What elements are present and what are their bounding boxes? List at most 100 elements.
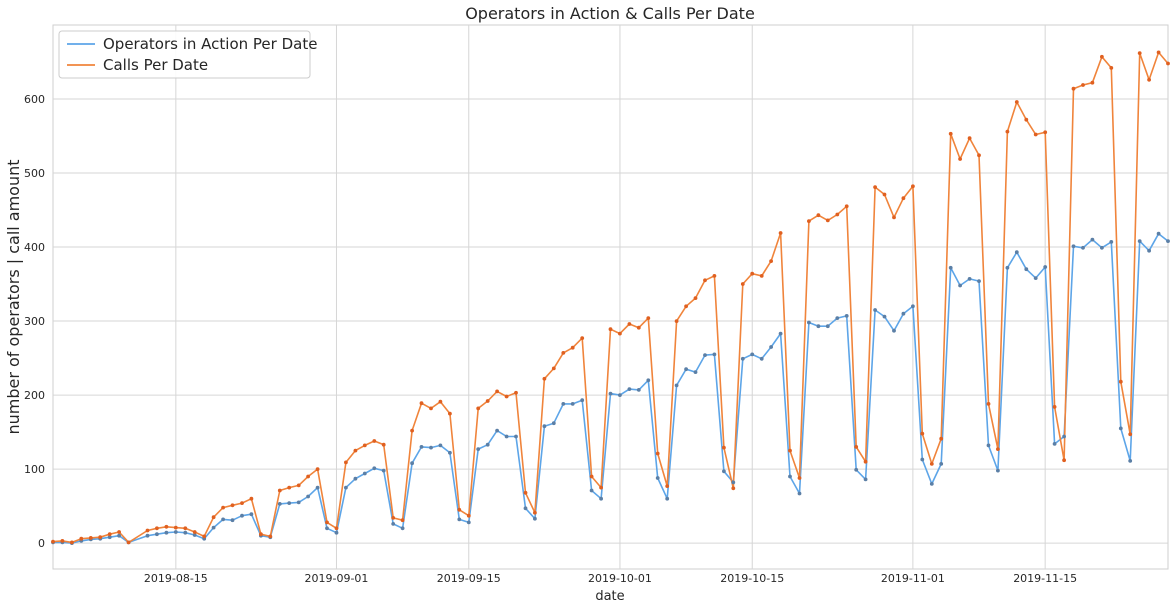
series-line-2 [52, 51, 1169, 544]
data-point-1 [712, 352, 717, 357]
data-point-2 [277, 488, 282, 493]
data-point-1 [788, 474, 792, 479]
data-point-1 [249, 512, 254, 517]
data-point-2 [599, 485, 603, 490]
data-point-2 [249, 496, 254, 501]
data-point-1 [769, 345, 773, 349]
data-point-1 [173, 530, 178, 534]
x-tick-label: 2019-09-15 [437, 572, 501, 585]
data-point-1 [561, 402, 566, 406]
data-point-1 [306, 494, 310, 499]
data-point-2 [1100, 54, 1104, 59]
data-point-2 [344, 460, 348, 465]
data-point-1 [1166, 239, 1170, 244]
data-point-1 [315, 485, 320, 490]
data-point-2 [107, 532, 112, 537]
data-point-1 [438, 443, 443, 448]
data-point-1 [939, 462, 944, 466]
data-point-2 [183, 526, 188, 531]
data-point-1 [599, 496, 603, 501]
y-tick-label: 200 [24, 389, 45, 402]
data-point-2 [334, 526, 339, 531]
data-point-2 [230, 503, 235, 508]
data-point-2 [296, 483, 301, 488]
data-point-1 [759, 356, 764, 361]
legend: Operators in Action Per Date Calls Per Da… [58, 30, 317, 79]
data-point-2 [533, 510, 537, 515]
data-point-2 [1062, 458, 1066, 463]
data-point-2 [60, 539, 65, 543]
data-point-2 [523, 490, 528, 495]
data-point-1 [107, 535, 112, 540]
data-point-1 [655, 476, 660, 480]
data-point-1 [863, 477, 868, 482]
data-point-1 [1147, 248, 1151, 253]
data-point-2 [372, 439, 377, 443]
data-point-2 [854, 445, 859, 449]
data-point-1 [580, 398, 585, 403]
data-point-2 [627, 322, 632, 326]
data-point-2 [79, 536, 84, 541]
data-point-1 [854, 467, 859, 472]
data-point-2 [929, 462, 934, 466]
data-point-2 [504, 394, 509, 399]
data-point-1 [618, 393, 622, 397]
data-point-2 [608, 327, 613, 332]
data-point-1 [1090, 237, 1095, 242]
data-point-2 [882, 192, 887, 197]
data-point-2 [1166, 61, 1170, 66]
data-point-2 [674, 319, 679, 323]
data-point-2 [580, 336, 585, 340]
data-point-1 [466, 520, 471, 525]
data-point-2 [911, 184, 915, 189]
data-point-2 [155, 526, 159, 531]
data-point-2 [825, 218, 830, 223]
data-point-2 [1071, 86, 1076, 91]
data-point-1 [1024, 267, 1029, 272]
data-point-2 [476, 406, 481, 411]
data-point-2 [353, 448, 358, 453]
x-tick-label: 2019-11-15 [1013, 572, 1077, 585]
data-point-1 [1062, 434, 1066, 439]
data-point-2 [561, 351, 566, 355]
plot-area [52, 24, 1169, 570]
data-point-1 [457, 517, 462, 522]
data-point-2 [967, 136, 972, 141]
data-point-2 [1033, 132, 1038, 137]
data-point-1 [684, 367, 688, 372]
data-point-2 [211, 515, 216, 520]
data-point-2 [287, 485, 292, 490]
data-point-2 [485, 399, 490, 403]
y-tick-label: 300 [24, 315, 45, 328]
data-point-2 [844, 204, 849, 209]
data-point-2 [1137, 51, 1142, 55]
data-point-2 [1005, 129, 1010, 134]
data-point-2 [589, 474, 594, 479]
x-tick-label: 2019-10-01 [588, 572, 652, 585]
data-point-1 [145, 533, 150, 538]
data-point-1 [703, 353, 707, 357]
data-point-2 [759, 274, 764, 278]
data-point-1 [636, 388, 641, 392]
data-point-2 [70, 540, 74, 545]
data-point-2 [438, 399, 443, 404]
data-point-2 [542, 376, 547, 381]
data-point-2 [315, 467, 320, 471]
x-tick-label: 2019-11-01 [881, 572, 945, 585]
data-point-2 [920, 431, 925, 436]
data-point-1 [693, 370, 698, 374]
data-point-1 [740, 356, 745, 361]
data-point-1 [778, 331, 783, 336]
data-point-1 [504, 434, 509, 439]
data-point-1 [1071, 244, 1076, 249]
data-point-2 [164, 524, 169, 529]
data-point-1 [627, 387, 632, 391]
data-point-2 [448, 411, 452, 416]
data-point-1 [410, 461, 414, 466]
data-point-2 [618, 331, 622, 336]
data-point-1 [429, 445, 433, 450]
data-point-2 [51, 539, 55, 544]
data-point-1 [381, 468, 386, 473]
data-point-2 [901, 196, 906, 201]
data-point-2 [1052, 405, 1057, 409]
